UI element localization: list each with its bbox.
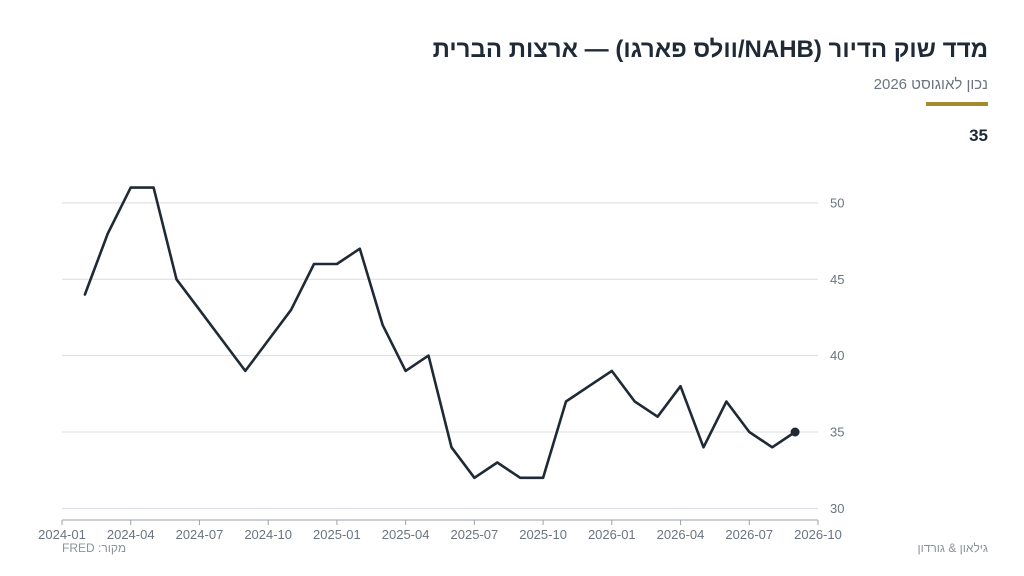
x-tick-label: 2025-07 — [451, 527, 499, 542]
x-tick-label: 2024-07 — [176, 527, 224, 542]
y-tick-label: 45 — [830, 272, 844, 287]
last-value-label: 35 — [969, 126, 988, 145]
y-tick-label: 50 — [830, 195, 844, 210]
x-tick-label: 2026-04 — [657, 527, 705, 542]
source-note: מקור: FRED — [62, 541, 127, 555]
chart-title: מדד שוק הדיור (NAHB/וולס פארגו) — ארצות … — [432, 36, 988, 63]
x-axis: 2024-01 2024-04 2024-07 2024-10 2025-01 2025-… — [38, 519, 842, 542]
x-tick-label: 2024-01 — [38, 527, 86, 542]
accent-rule — [926, 102, 988, 106]
y-tick-label: 40 — [830, 348, 844, 363]
x-tick-label: 2026-07 — [725, 527, 773, 542]
last-point-marker — [790, 427, 800, 437]
x-tick-label: 2025-10 — [519, 527, 567, 542]
chart-subtitle: נכון לאוגוסט 2026 — [873, 76, 988, 93]
x-tick-label: 2025-01 — [313, 527, 361, 542]
y-tick-label: 30 — [830, 501, 844, 516]
series-layer — [83, 186, 800, 480]
brand-label: גילאון & גורדון — [917, 541, 988, 555]
grid-lines — [62, 202, 818, 509]
x-tick-label: 2025-04 — [382, 527, 430, 542]
x-tick-label: 2024-04 — [107, 527, 155, 542]
y-tick-label: 35 — [830, 425, 844, 440]
y-axis: 30 35 40 45 50 — [830, 195, 844, 515]
x-tick-label: 2026-10 — [794, 527, 842, 542]
x-tick-label: 2026-01 — [588, 527, 636, 542]
x-tick-label: 2024-10 — [244, 527, 292, 542]
series-line-0 — [83, 186, 797, 480]
